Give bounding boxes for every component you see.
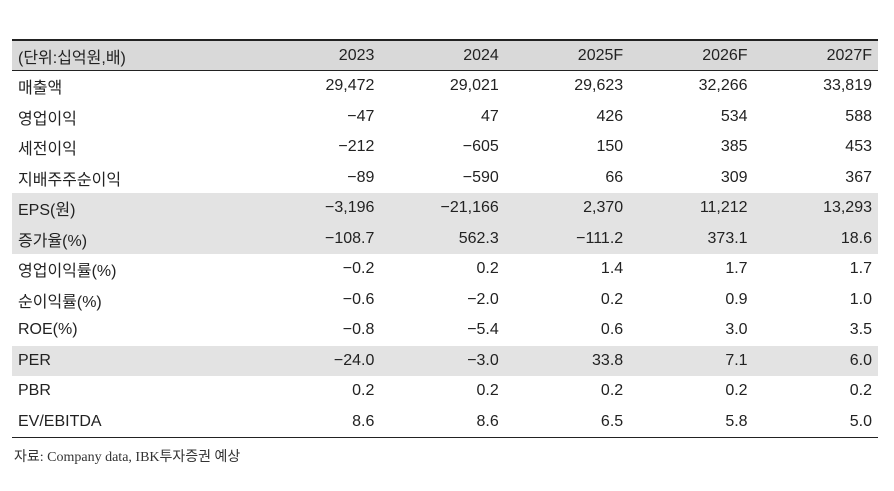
cell-value: 0.2 [849, 382, 872, 400]
table-row: 매출액 29,472 29,021 29,623 32,266 33,819 [12, 71, 878, 102]
cell-value: 13,293 [823, 199, 872, 217]
cell-value: 32,266 [698, 77, 748, 95]
cell-value: 3.0 [725, 321, 748, 339]
year-header: 2023 [338, 46, 375, 64]
cell-value: 426 [596, 107, 624, 125]
cell-value: 0.2 [476, 382, 499, 400]
financial-table-container: (단위:십억원,배) 2023 2024 2025F 2026F 2027F 매… [12, 39, 878, 438]
row-label: 영업이익 [18, 110, 77, 128]
cell-value: −212 [338, 138, 375, 156]
cell-value: −3.0 [467, 351, 499, 369]
cell-value: 0.2 [476, 260, 499, 278]
cell-value: 6.5 [600, 412, 624, 430]
table-row: PBR 0.2 0.2 0.2 0.2 0.2 [12, 376, 878, 407]
cell-value: 47 [480, 107, 499, 125]
table-row: ROE(%) −0.8 −5.4 0.6 3.0 3.5 [12, 315, 878, 346]
year-header: 2025F [577, 46, 624, 64]
row-label: PER [18, 351, 51, 369]
cell-value: 534 [720, 107, 748, 125]
row-label: ROE(%) [18, 321, 78, 339]
row-label: 증가율(%) [18, 232, 88, 250]
year-header: 2024 [463, 46, 499, 64]
cell-value: 588 [845, 107, 872, 125]
cell-value: −3,196 [325, 199, 375, 217]
cell-value: 385 [720, 138, 748, 156]
cell-value: −24.0 [333, 351, 375, 369]
cell-value: −590 [462, 168, 499, 186]
cell-value: 309 [720, 168, 748, 186]
cell-value: 1.0 [849, 290, 872, 308]
cell-value: −111.2 [576, 229, 624, 247]
cell-value: 453 [845, 138, 872, 156]
cell-value: 3.5 [849, 321, 872, 339]
cell-value: 1.7 [849, 260, 872, 278]
table-row: 세전이익 −212 −605 150 385 453 [12, 132, 878, 163]
cell-value: 562.3 [458, 229, 499, 247]
cell-value: 33.8 [592, 351, 624, 369]
cell-value: 1.4 [600, 260, 624, 278]
cell-value: 367 [845, 168, 872, 186]
row-label: EV/EBITDA [18, 412, 102, 430]
row-label: 매출액 [18, 80, 63, 98]
cell-value: 18.6 [840, 229, 872, 247]
cell-value: 8.6 [476, 412, 499, 430]
cell-value: −0.6 [342, 290, 375, 308]
table-row: EV/EBITDA 8.6 8.6 6.5 5.8 5.0 [12, 407, 878, 438]
cell-value: −5.4 [467, 321, 499, 339]
table-row: EPS(원) −3,196 −21,166 2,370 11,212 13,293 [12, 193, 878, 224]
cell-value: −605 [462, 138, 499, 156]
cell-value: 0.2 [600, 290, 624, 308]
cell-value: 29,623 [574, 77, 624, 95]
year-header: 2026F [702, 46, 748, 64]
table-row: 영업이익률(%) −0.2 0.2 1.4 1.7 1.7 [12, 254, 878, 285]
source-note: 자료: Company data, IBK투자증권 예상 [14, 450, 241, 465]
row-label: PBR [18, 382, 51, 400]
row-label: 세전이익 [18, 141, 77, 159]
table-row: 지배주주순이익 −89 −590 66 309 367 [12, 163, 878, 194]
table-row: 순이익률(%) −0.6 −2.0 0.2 0.9 1.0 [12, 285, 878, 316]
table-header-row: (단위:십억원,배) 2023 2024 2025F 2026F 2027F [12, 40, 878, 71]
cell-value: 29,021 [449, 77, 499, 95]
table-row: 증가율(%) −108.7 562.3 −111.2 373.1 18.6 [12, 223, 878, 254]
cell-value: −89 [347, 168, 375, 186]
cell-value: −2.0 [467, 290, 499, 308]
cell-value: 33,819 [823, 77, 872, 95]
table-row: 영업이익 −47 47 426 534 588 [12, 102, 878, 133]
row-label: 지배주주순이익 [18, 171, 122, 189]
cell-value: 2,370 [583, 199, 624, 217]
cell-value: 0.2 [352, 382, 375, 400]
cell-value: 8.6 [352, 412, 375, 430]
row-label: 영업이익률(%) [18, 263, 117, 281]
cell-value: 5.8 [725, 412, 748, 430]
cell-value: 6.0 [849, 351, 872, 369]
year-header: 2027F [826, 46, 872, 64]
financial-summary-table: (단위:십억원,배) 2023 2024 2025F 2026F 2027F 매… [12, 39, 878, 438]
table-row: PER −24.0 −3.0 33.8 7.1 6.0 [12, 345, 878, 376]
cell-value: −108.7 [325, 229, 375, 247]
cell-value: 0.9 [725, 290, 748, 308]
cell-value: 373.1 [707, 229, 748, 247]
cell-value: 0.2 [600, 382, 624, 400]
cell-value: −21,166 [440, 199, 499, 217]
unit-label: (단위:십억원,배) [18, 49, 126, 67]
cell-value: −0.8 [342, 321, 375, 339]
cell-value: 5.0 [849, 412, 872, 430]
cell-value: 150 [596, 138, 624, 156]
table-body: 매출액 29,472 29,021 29,623 32,266 33,819 영업이익 −47… [12, 71, 878, 438]
cell-value: 66 [605, 168, 624, 186]
cell-value: 11,212 [699, 199, 748, 217]
cell-value: 7.1 [725, 351, 748, 369]
row-label: EPS(원) [18, 202, 76, 220]
cell-value: 0.2 [725, 382, 748, 400]
cell-value: 0.6 [600, 321, 624, 339]
row-label: 순이익률(%) [18, 293, 102, 311]
cell-value: 1.7 [725, 260, 748, 278]
cell-value: −0.2 [342, 260, 375, 278]
cell-value: 29,472 [325, 77, 375, 95]
cell-value: −47 [347, 107, 375, 125]
